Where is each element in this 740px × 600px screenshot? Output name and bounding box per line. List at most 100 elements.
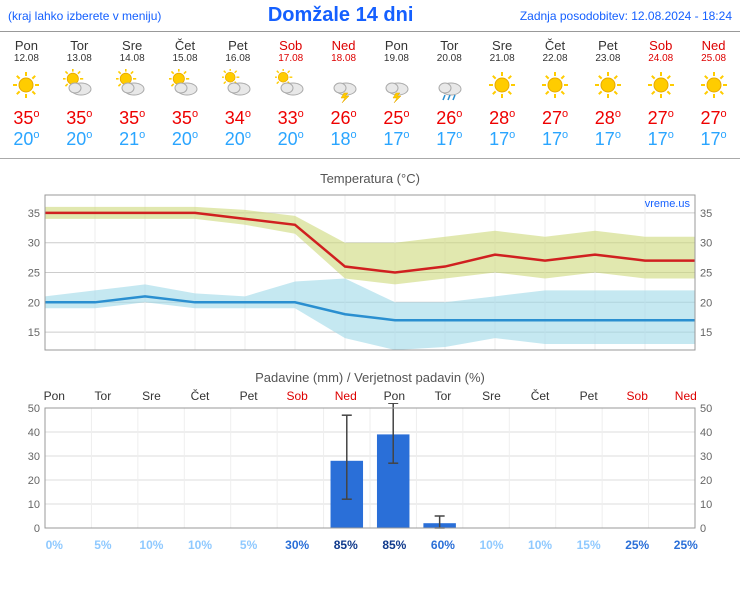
precip-dow-label: Pon bbox=[370, 389, 419, 403]
date-label: 20.08 bbox=[423, 53, 476, 64]
svg-text:15: 15 bbox=[28, 327, 40, 339]
suncloud-icon bbox=[116, 69, 148, 103]
temp-low: 17o bbox=[476, 129, 529, 150]
sun-icon bbox=[539, 69, 571, 103]
dow-label: Tor bbox=[423, 38, 476, 53]
svg-text:10: 10 bbox=[28, 499, 40, 511]
svg-text:30: 30 bbox=[28, 238, 40, 250]
svg-text:30: 30 bbox=[700, 238, 712, 250]
precip-pct: 10% bbox=[176, 538, 225, 552]
precip-dow-label: Pon bbox=[30, 389, 79, 403]
temp-high: 34o bbox=[211, 108, 264, 129]
day-col: Tor 20.08 26o 17o bbox=[423, 38, 476, 150]
date-label: 24.08 bbox=[634, 53, 687, 64]
precip-dow-label: Ned bbox=[321, 389, 370, 403]
svg-text:40: 40 bbox=[700, 427, 712, 439]
day-col: Ned 25.08 27o 17o bbox=[687, 38, 740, 150]
date-label: 17.08 bbox=[264, 53, 317, 64]
dow-label: Čet bbox=[529, 38, 582, 53]
precip-dow-label: Sre bbox=[467, 389, 516, 403]
dow-label: Pon bbox=[0, 38, 53, 53]
cloud-icon bbox=[275, 69, 307, 103]
svg-text:0: 0 bbox=[34, 523, 40, 533]
last-update: Zadnja posodobitev: 12.08.2024 - 18:24 bbox=[520, 9, 732, 23]
sun-icon bbox=[592, 69, 624, 103]
svg-text:40: 40 bbox=[28, 427, 40, 439]
forecast-row: Pon 12.08 35o 20oTor 13.08 35o 20oSre 14… bbox=[0, 32, 740, 150]
dow-label: Sob bbox=[634, 38, 687, 53]
dow-label: Pet bbox=[581, 38, 634, 53]
date-label: 13.08 bbox=[53, 53, 106, 64]
dow-label: Pet bbox=[211, 38, 264, 53]
temp-low: 17o bbox=[529, 129, 582, 150]
dow-label: Ned bbox=[687, 38, 740, 53]
date-label: 14.08 bbox=[106, 53, 159, 64]
temp-high: 35o bbox=[53, 108, 106, 129]
sun-icon bbox=[698, 69, 730, 103]
precip-pct: 85% bbox=[321, 538, 370, 552]
sun-icon bbox=[645, 69, 677, 103]
precip-dow-label: Čet bbox=[516, 389, 565, 403]
date-label: 12.08 bbox=[0, 53, 53, 64]
date-label: 25.08 bbox=[687, 53, 740, 64]
section-divider bbox=[0, 158, 740, 159]
temp-low: 17o bbox=[581, 129, 634, 150]
temp-chart: 15152020252530303535vreme.us bbox=[10, 190, 730, 360]
suncloud-icon bbox=[169, 69, 201, 103]
svg-text:35: 35 bbox=[700, 208, 712, 220]
page-header: (kraj lahko izberete v meniju) Domžale 1… bbox=[0, 0, 740, 32]
temp-high: 27o bbox=[634, 108, 687, 129]
temp-low: 20o bbox=[53, 129, 106, 150]
precip-dow-label: Sob bbox=[613, 389, 662, 403]
date-label: 15.08 bbox=[159, 53, 212, 64]
precip-chart: 0010102020303040405050 bbox=[10, 403, 730, 538]
precip-dow-label: Ned bbox=[662, 389, 711, 403]
page-title: Domžale 14 dni bbox=[268, 4, 414, 27]
svg-text:vreme.us: vreme.us bbox=[645, 198, 691, 210]
precip-pct: 10% bbox=[467, 538, 516, 552]
temp-high: 28o bbox=[581, 108, 634, 129]
precip-dow-label: Sob bbox=[273, 389, 322, 403]
precip-pct: 30% bbox=[273, 538, 322, 552]
temp-high: 26o bbox=[423, 108, 476, 129]
temp-high: 35o bbox=[106, 108, 159, 129]
date-label: 19.08 bbox=[370, 53, 423, 64]
date-label: 21.08 bbox=[476, 53, 529, 64]
day-col: Pet 23.08 28o 17o bbox=[581, 38, 634, 150]
temp-high: 35o bbox=[159, 108, 212, 129]
precip-dow-label: Pet bbox=[564, 389, 613, 403]
dow-label: Tor bbox=[53, 38, 106, 53]
precip-pct: 5% bbox=[79, 538, 128, 552]
temp-high: 27o bbox=[529, 108, 582, 129]
date-label: 16.08 bbox=[211, 53, 264, 64]
temp-low: 17o bbox=[423, 129, 476, 150]
temp-chart-title: Temperatura (°C) bbox=[0, 171, 740, 186]
svg-text:50: 50 bbox=[28, 403, 40, 415]
day-col: Sre 21.08 28o 17o bbox=[476, 38, 529, 150]
precip-dow-label: Čet bbox=[176, 389, 225, 403]
dow-label: Pon bbox=[370, 38, 423, 53]
svg-text:15: 15 bbox=[700, 327, 712, 339]
precip-dow-row: PonTorSreČetPetSobNedPonTorSreČetPetSobN… bbox=[0, 389, 740, 403]
temp-high: 33o bbox=[264, 108, 317, 129]
svg-text:20: 20 bbox=[700, 297, 712, 309]
svg-text:20: 20 bbox=[700, 475, 712, 487]
precip-dow-label: Tor bbox=[419, 389, 468, 403]
cloud-icon bbox=[222, 69, 254, 103]
temp-low: 20o bbox=[211, 129, 264, 150]
precip-pct: 10% bbox=[127, 538, 176, 552]
day-col: Tor 13.08 35o 20o bbox=[53, 38, 106, 150]
temp-high: 25o bbox=[370, 108, 423, 129]
storm-icon bbox=[328, 69, 360, 103]
precip-pct: 60% bbox=[419, 538, 468, 552]
temp-high: 28o bbox=[476, 108, 529, 129]
precip-pct: 10% bbox=[516, 538, 565, 552]
suncloud-icon bbox=[63, 69, 95, 103]
rain-icon bbox=[433, 69, 465, 103]
temp-low: 20o bbox=[159, 129, 212, 150]
day-col: Sob 24.08 27o 17o bbox=[634, 38, 687, 150]
svg-text:25: 25 bbox=[700, 268, 712, 280]
svg-text:20: 20 bbox=[28, 297, 40, 309]
day-col: Sre 14.08 35o 21o bbox=[106, 38, 159, 150]
temp-low: 17o bbox=[370, 129, 423, 150]
